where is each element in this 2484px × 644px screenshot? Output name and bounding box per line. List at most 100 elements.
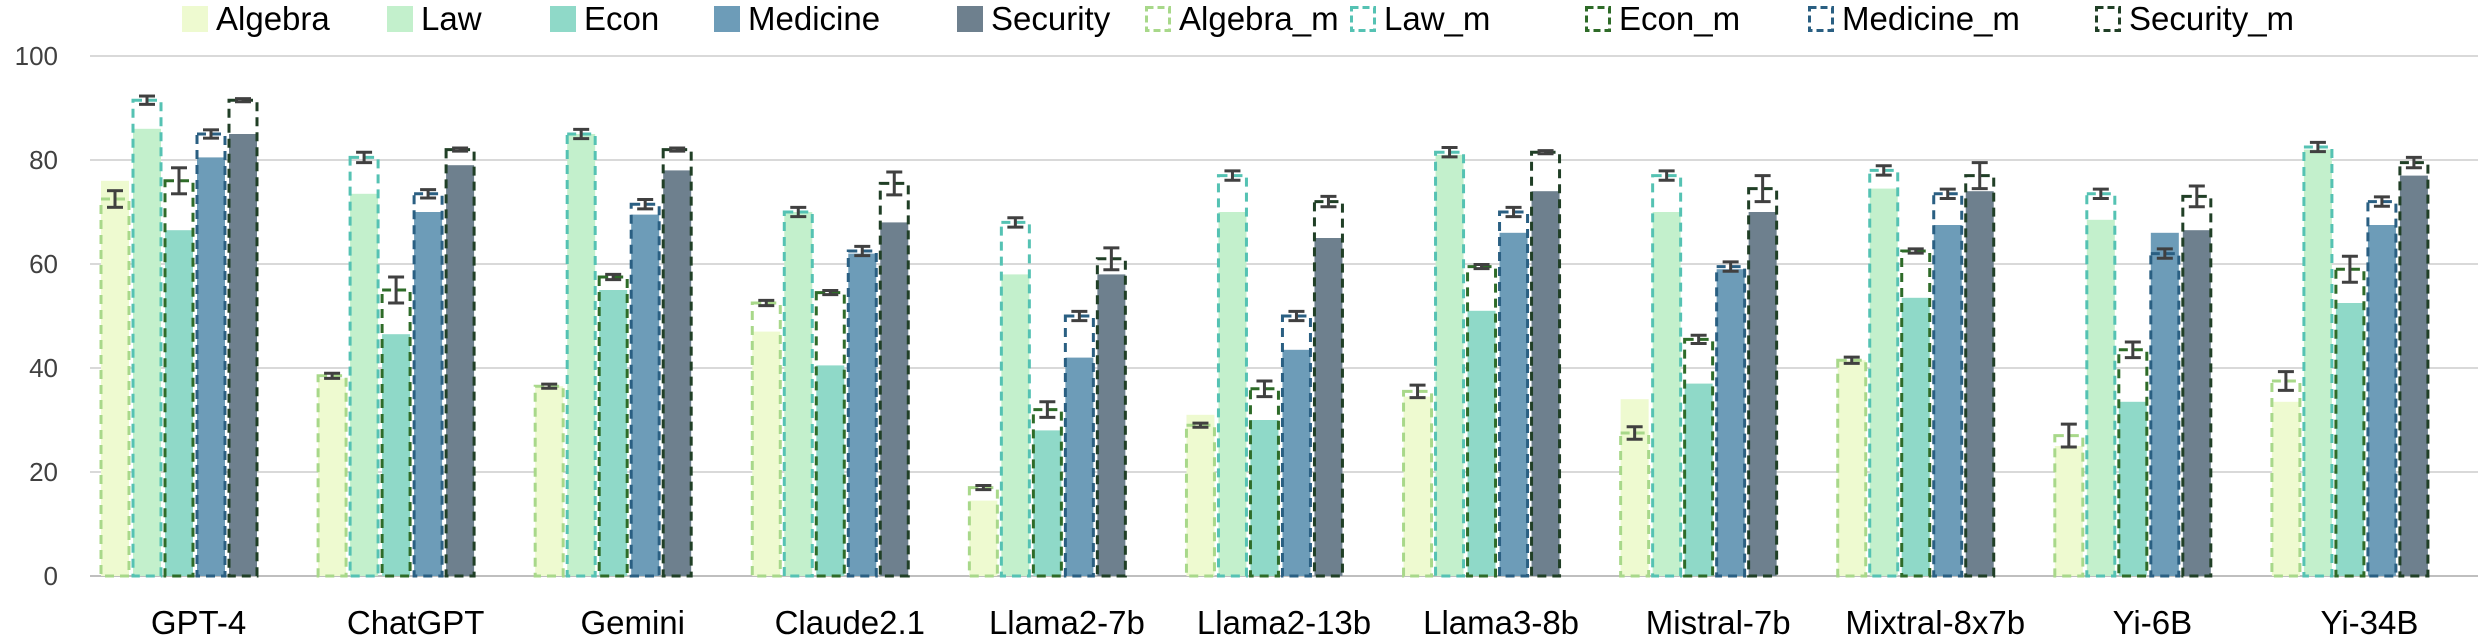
bar-econ bbox=[382, 334, 411, 576]
errorbar-medicine_m bbox=[2156, 247, 2173, 260]
bar-law_m bbox=[1651, 174, 1683, 578]
legend-swatch bbox=[1808, 6, 1834, 32]
bar-econ_m bbox=[380, 288, 412, 578]
legend-item-algebra: Algebra bbox=[182, 0, 330, 37]
x-category-label: Mistral-7b bbox=[1646, 604, 1791, 641]
bar-security bbox=[880, 222, 909, 576]
bar-medicine_m bbox=[1280, 314, 1312, 578]
errorbar-algebra_m bbox=[1626, 425, 1643, 441]
legend-item-econ: Econ bbox=[550, 0, 659, 37]
errorbar-algebra_m bbox=[1192, 421, 1209, 429]
bar-algebra bbox=[1403, 396, 1432, 576]
legend-item-algebra_m: Algebra_m bbox=[1145, 0, 1339, 37]
errorbar-algebra_m bbox=[107, 189, 123, 209]
bar-medicine_m bbox=[195, 132, 227, 578]
x-category-label: Mixtral-8x7b bbox=[1845, 604, 2025, 641]
y-tick-label: 80 bbox=[29, 145, 58, 175]
bar-security bbox=[663, 170, 692, 576]
bar-security bbox=[1531, 191, 1560, 576]
y-tick-label: 100 bbox=[15, 41, 58, 71]
bar-security bbox=[2399, 175, 2428, 576]
bar-security bbox=[446, 165, 475, 576]
errorbar-law_m bbox=[1658, 169, 1675, 182]
bar-security_m bbox=[1095, 257, 1127, 578]
errorbar-law_m bbox=[1007, 216, 1024, 229]
legend-item-medicine_m: Medicine_m bbox=[1808, 0, 2020, 37]
bar-law_m bbox=[1216, 174, 1248, 578]
bar-econ bbox=[599, 290, 628, 576]
bar-econ bbox=[1250, 420, 1279, 576]
bar-law_m bbox=[782, 210, 814, 578]
errorbar-algebra_m bbox=[324, 371, 341, 380]
bar-law bbox=[784, 212, 813, 576]
errorbar-econ_m bbox=[822, 289, 839, 297]
errorbar-medicine_m bbox=[2373, 195, 2390, 208]
legend-label: Medicine_m bbox=[1842, 0, 2020, 37]
bar-algebra bbox=[318, 378, 347, 576]
bar-medicine bbox=[1282, 349, 1311, 576]
x-category-label: Gemini bbox=[580, 604, 685, 641]
errorbar-security_m bbox=[452, 146, 469, 153]
errorbar-security_m bbox=[669, 146, 686, 153]
errorbar-medicine_m bbox=[203, 128, 219, 140]
bar-medicine_m bbox=[2149, 252, 2181, 578]
bar-law bbox=[1869, 188, 1898, 576]
bar-algebra_m bbox=[2053, 434, 2085, 578]
bar-algebra_m bbox=[316, 374, 348, 578]
bar-algebra_m bbox=[99, 197, 131, 578]
errorbar-medicine_m bbox=[1722, 260, 1739, 273]
bar-law_m bbox=[1868, 168, 1900, 578]
bar-algebra bbox=[535, 386, 564, 576]
legend-swatch bbox=[1350, 6, 1376, 32]
legend-item-econ_m: Econ_m bbox=[1585, 0, 1740, 37]
bar-econ_m bbox=[2117, 348, 2149, 578]
legend-label: Econ bbox=[584, 0, 659, 37]
legend-swatch bbox=[387, 6, 413, 32]
legend-label: Algebra bbox=[216, 0, 330, 37]
bar-law bbox=[1652, 212, 1681, 576]
bar-security_m bbox=[2398, 161, 2430, 578]
bar-algebra_m bbox=[2270, 379, 2302, 578]
y-tick-label: 0 bbox=[44, 561, 58, 591]
legend-label: Security bbox=[991, 0, 1111, 37]
errorbar-medicine_m bbox=[637, 198, 654, 211]
errorbar-medicine_m bbox=[420, 188, 437, 200]
legend-label: Econ_m bbox=[1619, 0, 1740, 37]
errorbar-econ_m bbox=[605, 272, 622, 282]
errorbar-security_m bbox=[1971, 161, 1988, 191]
errorbar-algebra_m bbox=[2060, 422, 2077, 449]
bar-security bbox=[229, 134, 257, 576]
errorbar-layer bbox=[107, 94, 2422, 492]
errorbar-security_m bbox=[1537, 149, 1554, 156]
errorbar-medicine_m bbox=[1939, 187, 1956, 200]
y-tick-label: 40 bbox=[29, 353, 58, 383]
errorbar-security_m bbox=[886, 170, 903, 197]
bar-algebra bbox=[1837, 360, 1866, 576]
legend-swatch bbox=[1145, 6, 1171, 32]
legend-swatch bbox=[957, 6, 983, 32]
bar-econ_m bbox=[1248, 387, 1280, 578]
bar-security bbox=[2182, 230, 2211, 576]
bar-medicine_m bbox=[1715, 265, 1747, 578]
bar-medicine bbox=[848, 253, 877, 576]
legend-item-security_m: Security_m bbox=[2095, 0, 2294, 37]
errorbar-law_m bbox=[790, 205, 807, 219]
bar-security_m bbox=[444, 148, 476, 578]
bar-security_m bbox=[2181, 194, 2213, 578]
bar-econ_m bbox=[1900, 249, 1932, 578]
bar-econ_m bbox=[814, 291, 846, 578]
bar-security_m bbox=[1530, 150, 1562, 578]
legend-item-security: Security bbox=[957, 0, 1111, 37]
bar-security_m bbox=[227, 98, 259, 578]
errorbar-econ_m bbox=[388, 275, 405, 305]
bar-econ bbox=[165, 230, 193, 576]
errorbar-algebra_m bbox=[541, 382, 558, 390]
bar-medicine bbox=[2367, 225, 2396, 576]
bar-medicine_m bbox=[846, 249, 878, 578]
bar-medicine_m bbox=[1932, 192, 1964, 578]
errorbar-econ_m bbox=[2124, 340, 2141, 360]
legend-swatch bbox=[714, 6, 740, 32]
bar-security bbox=[1097, 274, 1126, 576]
legend-label: Law_m bbox=[1384, 0, 1490, 37]
